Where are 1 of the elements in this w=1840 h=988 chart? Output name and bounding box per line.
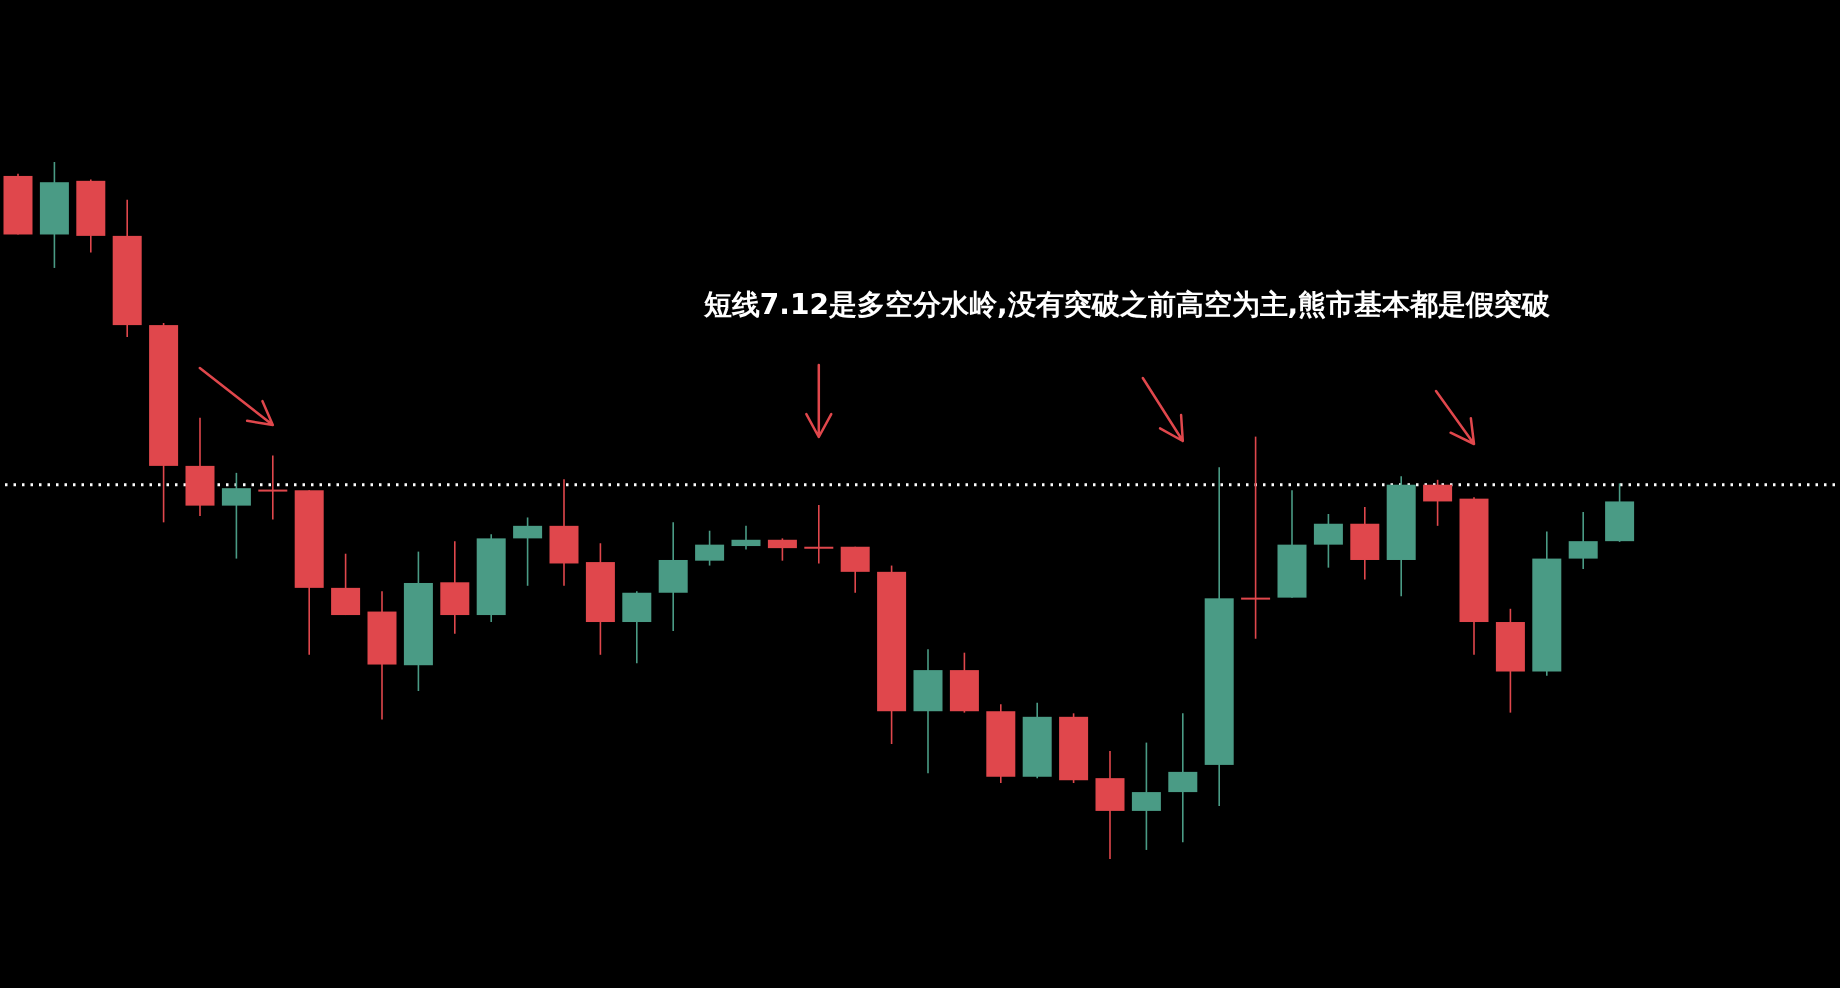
annotation: 短线7.12是多空分水岭,没有突破之前高空为主,熊市基本都是假突破 <box>702 288 1551 321</box>
